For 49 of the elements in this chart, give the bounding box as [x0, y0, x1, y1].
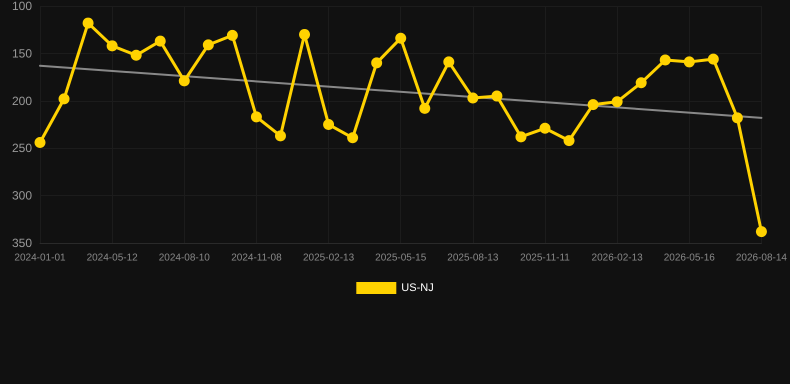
- point: [491, 90, 502, 102]
- x-tick-label: 2025-08-13: [447, 252, 499, 264]
- point: [684, 56, 695, 68]
- point: [660, 54, 671, 66]
- x-tick-label: 2024-01-01: [14, 252, 66, 264]
- x-tick-label: 2024-08-10: [158, 252, 210, 264]
- point: [58, 93, 70, 104]
- legend-label: US-NJ: [401, 282, 434, 294]
- point: [371, 57, 382, 68]
- point: [202, 39, 214, 50]
- x-tick-label: 2025-02-13: [302, 252, 355, 264]
- y-tick-label: 150: [12, 46, 32, 60]
- point: [226, 30, 238, 41]
- point: [540, 122, 550, 134]
- point: [274, 130, 286, 142]
- point: [323, 119, 334, 130]
- point: [564, 135, 575, 146]
- x-tick-label: 2026-05-16: [664, 252, 716, 264]
- y-tick-label: 200: [12, 94, 32, 108]
- point: [636, 77, 647, 88]
- point: [443, 56, 454, 68]
- point: [612, 96, 623, 108]
- x-tick-label: 2026-08-14: [736, 252, 788, 264]
- point: [178, 75, 190, 86]
- point: [299, 28, 310, 40]
- point: [515, 131, 526, 142]
- point: [34, 137, 46, 148]
- point: [588, 99, 599, 110]
- point: [130, 50, 142, 61]
- point: [732, 112, 743, 124]
- point: [82, 18, 94, 29]
- x-tick-label: 2025-05-15: [375, 252, 427, 264]
- point: [756, 226, 767, 238]
- point: [106, 40, 118, 52]
- x-tick-label: 2024-11-08: [231, 252, 282, 264]
- x-tick-label: 2025-11-11: [520, 252, 570, 264]
- point: [419, 102, 430, 114]
- point: [154, 36, 166, 47]
- x-tick-label: 2024-05-12: [86, 252, 138, 264]
- y-tick-label: 350: [12, 236, 32, 250]
- point: [395, 32, 406, 44]
- x-tick-label: 2026-02-13: [592, 252, 644, 264]
- point: [250, 111, 262, 122]
- point: [467, 92, 478, 104]
- y-tick-label: 300: [12, 188, 32, 203]
- y-tick-label: 100: [12, 0, 32, 13]
- y-tick-label: 250: [12, 141, 32, 156]
- point: [708, 54, 719, 65]
- point: [347, 132, 358, 144]
